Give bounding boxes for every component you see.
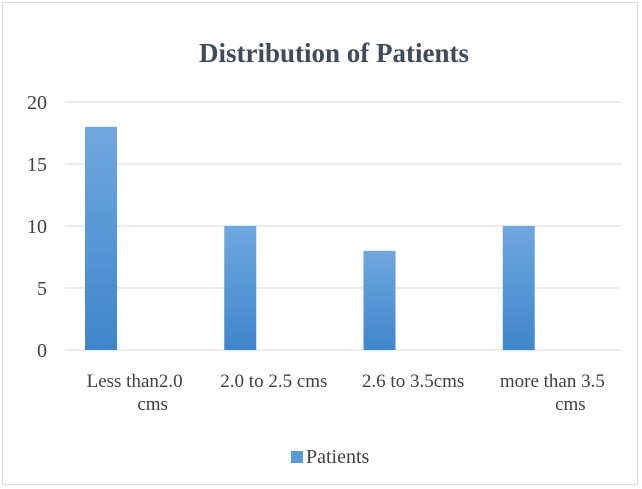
chart-title: Distribution of Patients: [199, 38, 469, 68]
bar: [85, 126, 117, 350]
y-tick-label: 5: [37, 278, 47, 300]
gridlines: [65, 101, 622, 351]
legend: Patients: [291, 446, 370, 468]
x-tick-label: more than 3.5 cms: [500, 371, 605, 415]
legend-label: Patients: [306, 446, 370, 468]
y-tick-label: 15: [27, 154, 47, 176]
y-tick-label: 10: [27, 216, 47, 238]
y-axis-ticks: 0 5 10 15 20: [27, 92, 47, 362]
x-axis-labels: Less than2.0 cms 2.0 to 2.5 cms 2.6 to 3.5c…: [87, 371, 605, 415]
bar: [502, 226, 535, 350]
x-tick-label: Less than2.0 cms: [87, 371, 183, 415]
y-tick-label: 20: [27, 92, 47, 114]
bar: [363, 250, 396, 350]
x-tick-label: 2.0 to 2.5 cms: [220, 371, 327, 392]
bar: [224, 226, 257, 350]
y-tick-label: 0: [37, 340, 47, 362]
legend-swatch: [291, 451, 303, 463]
bars: [85, 126, 535, 350]
x-tick-label: 2.6 to 3.5cms: [362, 371, 464, 392]
